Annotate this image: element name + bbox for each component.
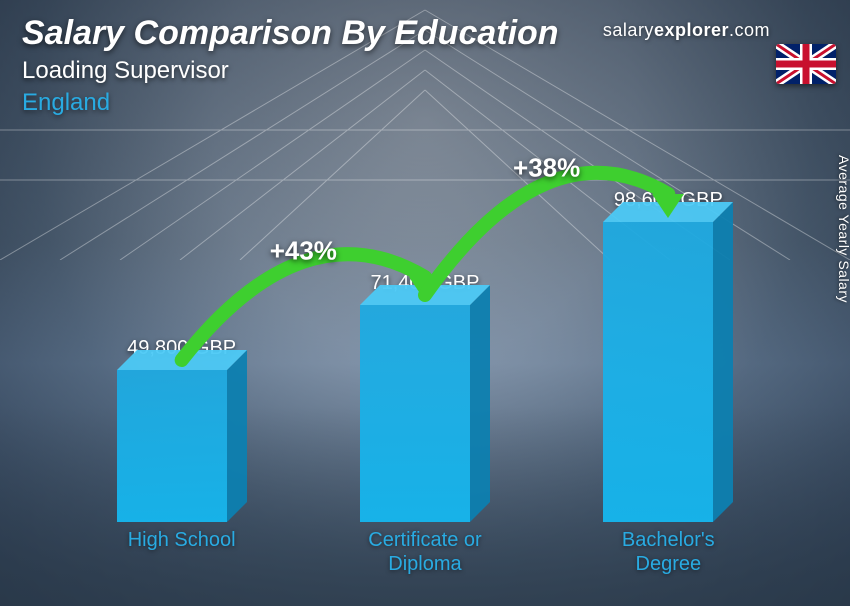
brand-suffix: .com bbox=[729, 20, 770, 40]
arc-arrow bbox=[60, 160, 790, 586]
brand-accent: explorer bbox=[654, 20, 729, 40]
chart-subtitle: Loading Supervisor bbox=[22, 57, 559, 85]
arrowhead-icon bbox=[652, 194, 684, 218]
brand-prefix: salary bbox=[603, 20, 654, 40]
infographic-stage: Salary Comparison By Education Loading S… bbox=[0, 0, 850, 606]
chart-region: England bbox=[22, 89, 559, 117]
flag-icon bbox=[776, 44, 836, 84]
header-block: Salary Comparison By Education Loading S… bbox=[22, 14, 559, 117]
bar-chart: 49,800 GBP71,400 GBP98,600 GBP High Scho… bbox=[60, 160, 790, 586]
arc-percent-label: +38% bbox=[513, 153, 580, 184]
brand-label: salaryexplorer.com bbox=[603, 20, 770, 41]
chart-title: Salary Comparison By Education bbox=[22, 14, 559, 53]
y-axis-label: Average Yearly Salary bbox=[836, 155, 850, 303]
